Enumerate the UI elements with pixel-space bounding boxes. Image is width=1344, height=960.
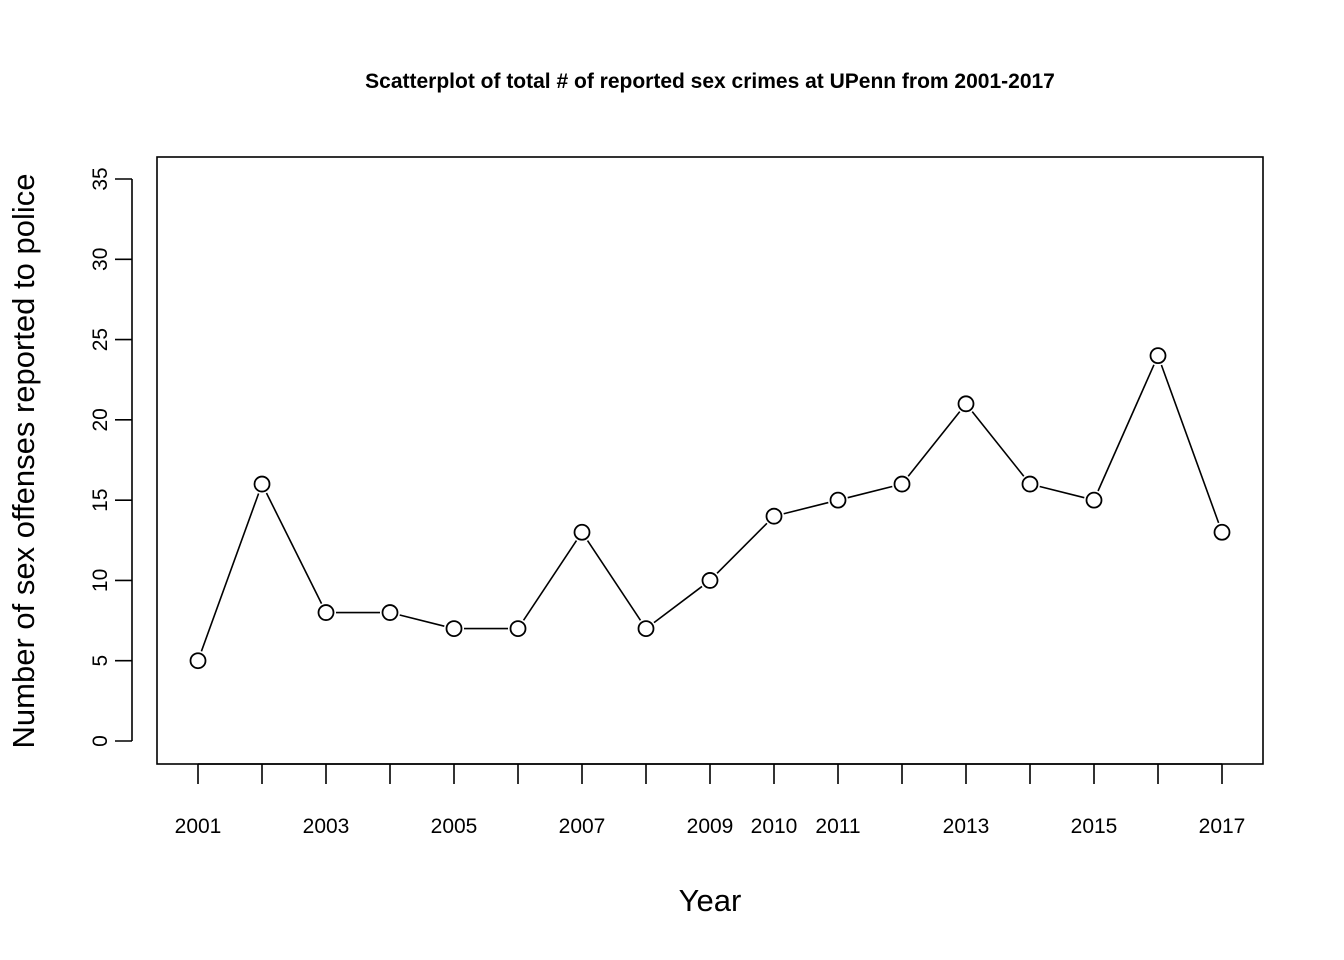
x-tick-label: 2003 (303, 815, 350, 838)
series-segment (716, 522, 768, 574)
series-segment (783, 501, 829, 515)
y-tick-label: 5 (89, 655, 112, 667)
series-segment (971, 411, 1025, 477)
data-point (701, 572, 719, 589)
data-point (445, 620, 463, 637)
data-point (893, 475, 911, 493)
y-tick-label: 30 (89, 248, 112, 271)
y-tick-label: 15 (89, 488, 112, 511)
data-point (829, 491, 847, 509)
y-axis: 0 5 10 15 20 25 30 35 (89, 167, 133, 747)
data-point (1021, 475, 1039, 493)
series-segment (586, 540, 642, 621)
series-segment (653, 585, 703, 624)
data-point (957, 395, 975, 413)
data-point (381, 604, 399, 621)
series-segment (847, 485, 893, 499)
x-tick-label: 2009 (687, 815, 734, 838)
series-segment (1097, 364, 1155, 492)
x-tick-label: 2013 (943, 815, 990, 838)
y-tick-label: 0 (89, 735, 112, 747)
x-axis: 2001 2003 2005 2007 2009 2010 2011 2013 2015 2017 (175, 763, 1246, 838)
x-tick-label: 2011 (815, 815, 860, 838)
y-tick-label: 25 (89, 328, 112, 351)
data-series (189, 347, 1231, 670)
data-point (1149, 347, 1167, 365)
series-segment (907, 411, 961, 477)
data-point (317, 604, 335, 621)
x-tick-label: 2007 (559, 815, 606, 838)
series-segment (265, 492, 323, 604)
series-segment (399, 614, 445, 627)
data-point (253, 475, 271, 493)
data-point (1085, 491, 1103, 509)
series-segment (1160, 364, 1220, 524)
x-tick-label: 2010 (751, 815, 798, 838)
y-tick-label: 35 (89, 167, 112, 190)
y-tick-label: 20 (89, 408, 112, 431)
x-tick-label: 2001 (175, 815, 222, 838)
data-point (509, 620, 527, 637)
x-tick-label: 2015 (1071, 815, 1118, 838)
y-axis-label: Number of sex offenses reported to polic… (6, 174, 41, 749)
series-segment (200, 493, 260, 652)
data-point (573, 523, 591, 541)
series-segment (522, 540, 578, 621)
series-segment (1039, 485, 1085, 499)
data-point (189, 652, 207, 670)
data-point (637, 620, 655, 637)
x-tick-label: 2005 (431, 815, 478, 838)
data-point (1213, 523, 1231, 541)
y-tick-label: 10 (89, 569, 112, 592)
chart-title: Scatterplot of total # of reported sex c… (365, 70, 1055, 93)
x-axis-label: Year (679, 883, 742, 918)
x-tick-label: 2017 (1199, 815, 1246, 838)
data-point (765, 507, 783, 525)
plot-area-frame (156, 156, 1264, 765)
